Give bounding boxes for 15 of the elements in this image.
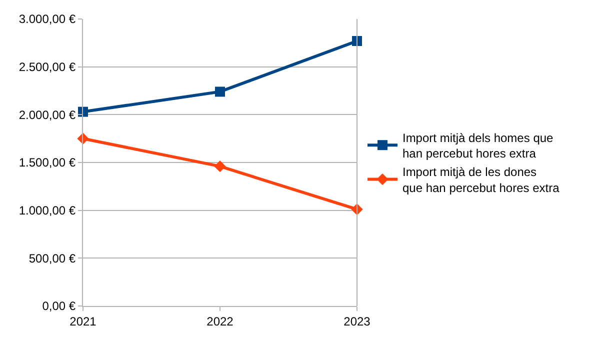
legend-label: Import mitjà dels homes que han percebut hores extra <box>402 130 554 161</box>
y-tick-label: 500,00 € <box>28 251 76 266</box>
y-tick-label: 0,00 € <box>42 299 76 314</box>
y-tick-label: 1.000,00 € <box>18 204 76 218</box>
x-tick-label: 2022 <box>206 314 234 328</box>
y-tick-label: 2.000,00 € <box>18 108 76 122</box>
y-tick-label: 1.500,00 € <box>18 156 76 170</box>
x-tick-label: 2021 <box>70 314 97 328</box>
legend-label: Import mitjà de les dones que han percebut hores extra <box>402 165 560 195</box>
x-tick-label: 2023 <box>344 314 371 328</box>
point <box>214 160 226 172</box>
y-tick-label: 2.500,00 € <box>18 60 76 74</box>
y-tick-label: 3.000,00 € <box>18 12 76 26</box>
point <box>352 36 362 46</box>
point <box>215 86 225 97</box>
